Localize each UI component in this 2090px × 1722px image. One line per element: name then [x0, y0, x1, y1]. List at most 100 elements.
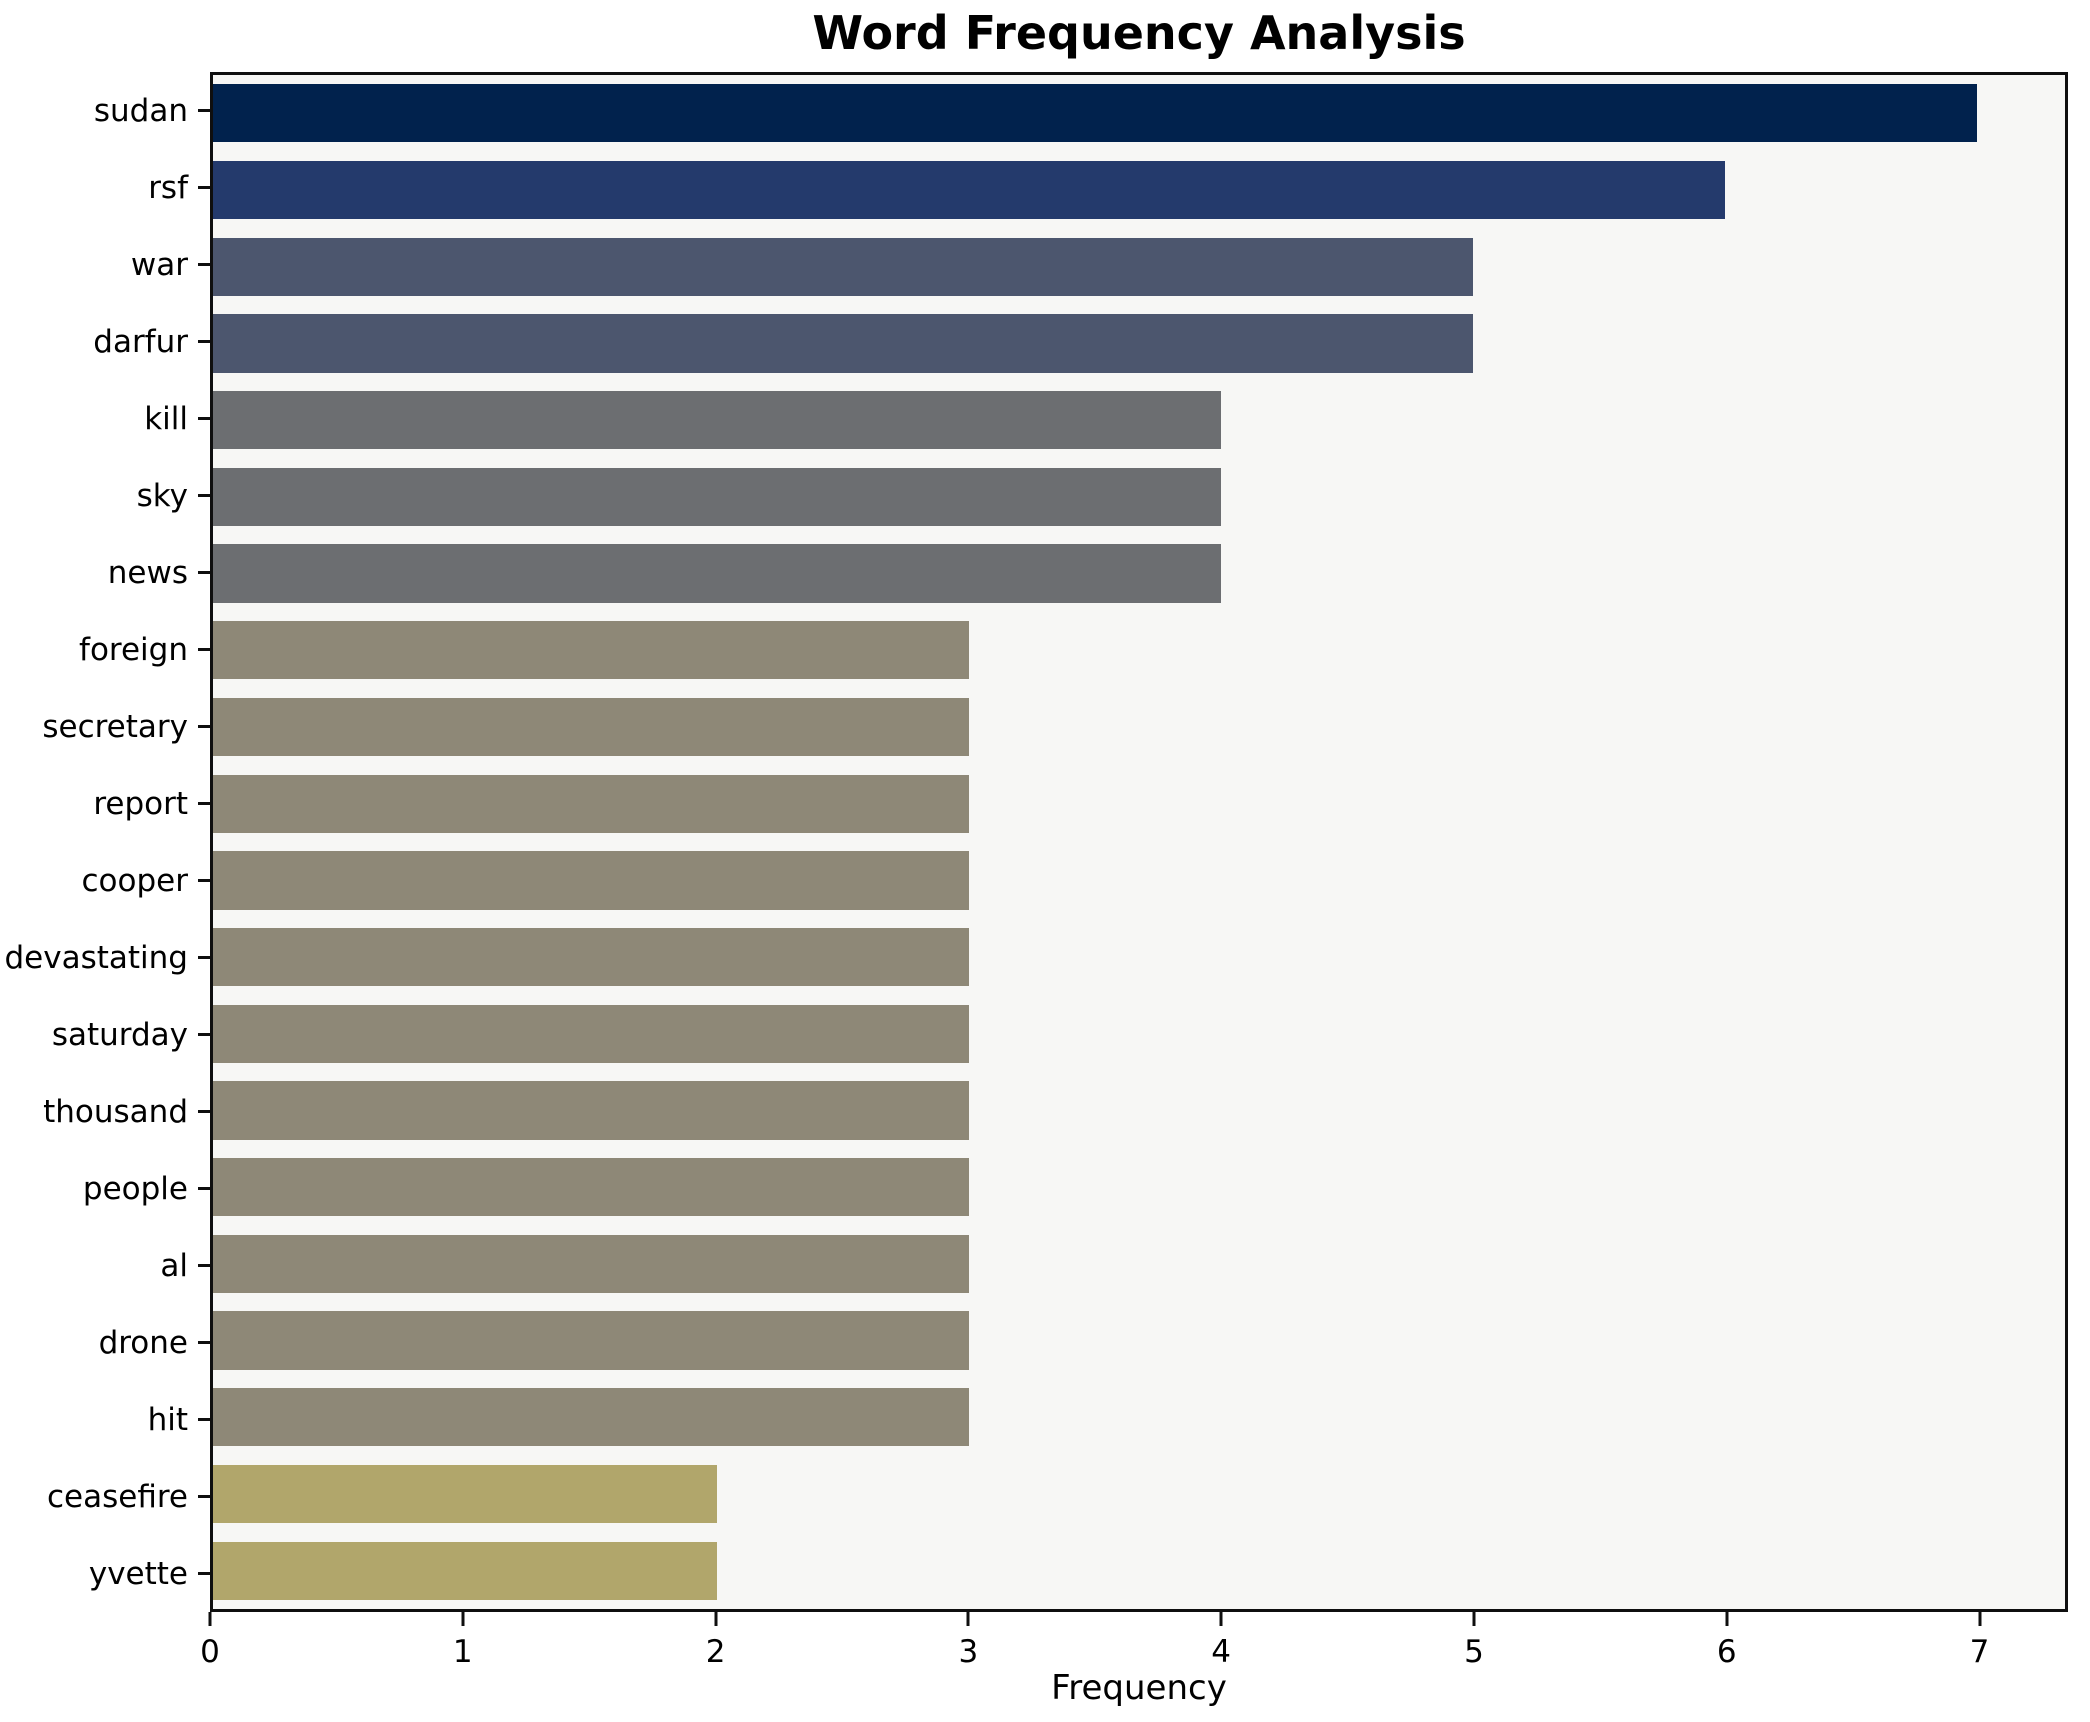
x-tick-mark [966, 1612, 970, 1626]
bar-sudan [213, 84, 1977, 143]
y-tick-label: sudan [93, 92, 188, 129]
y-label-row: news [0, 534, 210, 611]
y-label-row: report [0, 765, 210, 842]
bar-row [213, 612, 2065, 689]
bar-row [213, 1149, 2065, 1226]
y-tick-label: thousand [43, 1093, 188, 1130]
y-tick-mark [198, 879, 210, 882]
bar-row [213, 689, 2065, 766]
y-tick-mark [198, 1341, 210, 1344]
y-label-row: cooper [0, 842, 210, 919]
x-tick-label: 6 [1716, 1634, 1737, 1670]
y-tick-mark [198, 340, 210, 343]
y-tick-mark [198, 1418, 210, 1421]
bar-row [213, 1456, 2065, 1533]
y-tick-label: secretary [42, 708, 188, 745]
y-tick-mark [198, 956, 210, 959]
bar-row [213, 535, 2065, 612]
y-tick-mark [198, 263, 210, 266]
x-tick-mark [208, 1612, 212, 1626]
y-label-row: war [0, 226, 210, 303]
y-tick-label: yvette [88, 1555, 188, 1592]
y-tick-label: al [160, 1247, 188, 1284]
y-tick-label: darfur [93, 323, 188, 360]
y-tick-mark [198, 494, 210, 497]
y-tick-mark [198, 1033, 210, 1036]
x-tick-label: 1 [452, 1634, 473, 1670]
bar-row [213, 919, 2065, 996]
bar-cooper [213, 851, 969, 910]
bar-row [213, 1379, 2065, 1456]
bar-row [213, 228, 2065, 305]
bar-saturday [213, 1004, 969, 1063]
x-axis-title: Frequency [1051, 1668, 1227, 1708]
y-tick-mark [198, 417, 210, 420]
x-axis: 0 1 2 3 4 5 6 7 [200, 1612, 2068, 1682]
bar-row [213, 842, 2065, 919]
y-label-row: thousand [0, 1073, 210, 1150]
bar-thousand [213, 1081, 969, 1140]
y-label-row: rsf [0, 149, 210, 226]
bar-row [213, 1532, 2065, 1609]
y-tick-mark [198, 186, 210, 189]
bar-row [213, 1302, 2065, 1379]
y-tick-label: hit [147, 1401, 188, 1438]
y-label-row: secretary [0, 688, 210, 765]
x-tick-label: 5 [1464, 1634, 1484, 1670]
y-label-row: darfur [0, 303, 210, 380]
plot-area [210, 72, 2068, 1612]
y-tick-mark [198, 725, 210, 728]
bar-news [213, 544, 1221, 603]
bar-row [213, 305, 2065, 382]
x-tick-label: 2 [705, 1634, 726, 1670]
y-tick-mark [198, 571, 210, 574]
bar-report [213, 774, 969, 833]
y-tick-label: drone [98, 1324, 188, 1361]
y-label-row: al [0, 1227, 210, 1304]
y-tick-mark [198, 1495, 210, 1498]
x-tick-label: 0 [200, 1634, 220, 1670]
bar-ceasefire [213, 1464, 717, 1524]
y-tick-label: rsf [148, 169, 188, 206]
y-label-row: people [0, 1150, 210, 1227]
bar-row [213, 459, 2065, 536]
bar-foreign [213, 621, 969, 680]
x-tick-mark [1472, 1612, 1476, 1626]
y-label-row: saturday [0, 996, 210, 1073]
y-label-row: foreign [0, 611, 210, 688]
y-tick-mark [198, 1264, 210, 1267]
y-tick-label: devastating [4, 939, 189, 976]
y-label-row: kill [0, 380, 210, 457]
x-tick-mark [1978, 1612, 1982, 1626]
bar-row [213, 382, 2065, 459]
bar-sky [213, 467, 1221, 526]
bar-kill [213, 391, 1221, 450]
y-tick-label: report [93, 785, 188, 822]
y-label-row: hit [0, 1381, 210, 1458]
bar-yvette [213, 1541, 717, 1600]
y-label-row: drone [0, 1304, 210, 1381]
y-tick-mark [198, 109, 210, 112]
y-label-row: sky [0, 457, 210, 534]
y-tick-mark [198, 802, 210, 805]
y-tick-label: saturday [51, 1016, 188, 1053]
y-tick-label: war [130, 246, 188, 283]
x-tick-mark [461, 1612, 465, 1626]
bar-row [213, 1226, 2065, 1303]
bar-drone [213, 1311, 969, 1370]
x-tick-mark [1725, 1612, 1729, 1626]
bar-row [213, 765, 2065, 842]
y-label-row: ceasefire [0, 1458, 210, 1535]
x-tick-mark [1219, 1612, 1223, 1626]
bar-row [213, 1072, 2065, 1149]
bar-hit [213, 1388, 969, 1447]
y-label-row: sudan [0, 72, 210, 149]
y-label-row: devastating [0, 919, 210, 996]
y-tick-label: sky [136, 477, 188, 514]
y-tick-label: news [107, 554, 188, 591]
bar-row [213, 75, 2065, 152]
y-tick-label: kill [144, 400, 188, 437]
y-tick-label: ceasefire [47, 1478, 188, 1515]
x-tick-mark [714, 1612, 718, 1626]
